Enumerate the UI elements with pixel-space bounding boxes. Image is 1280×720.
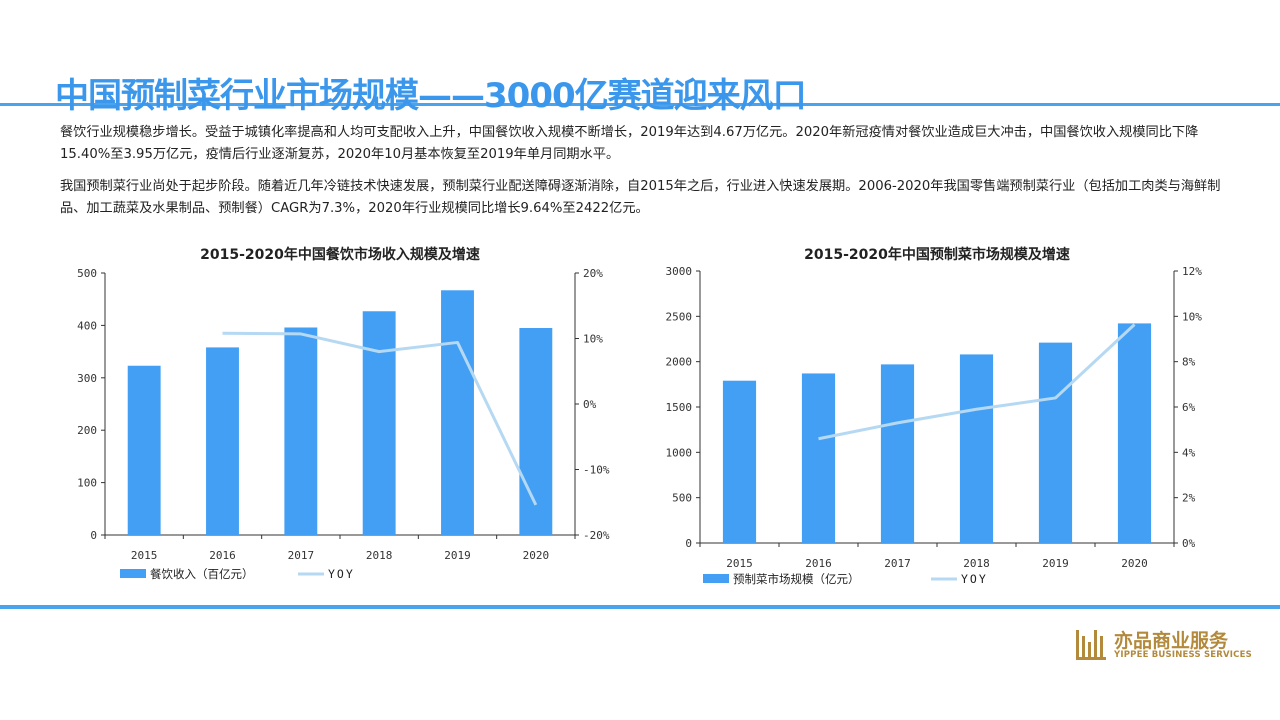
y-tick-label-left: 1000	[666, 446, 693, 459]
y-tick-label-right: -20%	[583, 529, 610, 542]
x-tick-label: 2020	[1121, 557, 1148, 570]
x-tick-label: 2016	[209, 549, 236, 562]
chart-title: 2015-2020年中国餐饮市场收入规模及增速	[200, 246, 480, 263]
chart-restaurant-revenue: 2015-2020年中国餐饮市场收入规模及增速 0 100 200 300 400 500 -…	[77, 246, 610, 581]
y-tick-label-right: 6%	[1182, 401, 1196, 414]
chart-title: 2015-2020年中国预制菜市场规模及增速	[804, 246, 1070, 263]
paragraph-restaurant-revenue: 餐饮行业规模稳步增长。受益于城镇化率提高和人均可支配收入上升，中国餐饮收入规模不…	[60, 125, 1199, 162]
chart-prepared-food-market: 2015-2020年中国预制菜市场规模及增速 0 500 1000 1500 2000 25…	[666, 246, 1203, 586]
y-tick-label-right: 2%	[1182, 492, 1196, 505]
bar	[722, 380, 757, 543]
bar	[284, 327, 318, 535]
x-tick-label: 2018	[366, 549, 393, 562]
footer-divider	[0, 605, 1280, 609]
bar	[519, 328, 553, 535]
title-underline	[0, 103, 1280, 106]
legend-label-bar: 餐饮收入（百亿元）	[150, 567, 254, 581]
logo-english-name: YIPPEE BUSINESS SERVICES	[1114, 650, 1252, 660]
x-tick-label: 2017	[288, 549, 315, 562]
paragraph-prepared-food: 我国预制菜行业尚处于起步阶段。随着近几年冷链技术快速发展，预制菜行业配送障碍逐渐…	[60, 179, 1221, 216]
bar	[441, 290, 474, 535]
y-tick-label-left: 2500	[666, 310, 693, 323]
y-tick-label-right: 12%	[1182, 265, 1202, 278]
series-line-yoy	[818, 323, 1136, 441]
company-logo: 亦品商业服务 YIPPEE BUSINESS SERVICES	[1074, 628, 1252, 664]
x-tick-label: 2019	[1042, 557, 1069, 570]
y-tick-label-left: 2000	[666, 356, 693, 369]
x-tick-label: 2015	[131, 549, 158, 562]
legend-swatch-bar	[120, 569, 146, 578]
x-tick-label: 2016	[805, 557, 832, 570]
y-tick-label-left: 300	[77, 372, 97, 385]
bar	[1038, 342, 1073, 543]
y-tick-label-left: 500	[672, 492, 692, 505]
logo-chinese-name: 亦品商业服务	[1114, 630, 1229, 652]
y-tick-label-left: 1500	[666, 401, 693, 414]
legend-swatch-bar	[703, 574, 729, 583]
y-tick-label-left: 0	[685, 537, 692, 550]
bar	[127, 365, 161, 535]
y-tick-label-right: 10%	[583, 333, 603, 346]
logo-mark-icon	[1076, 630, 1106, 660]
bar	[880, 364, 915, 543]
series-line-yoy	[222, 331, 538, 506]
bar	[1117, 323, 1152, 543]
x-tick-label: 2018	[963, 557, 990, 570]
y-tick-label-right: -10%	[583, 464, 610, 477]
x-tick-label: 2020	[523, 549, 550, 562]
y-tick-label-right: 4%	[1182, 446, 1196, 459]
x-tick-label: 2017	[884, 557, 911, 570]
y-tick-label-right: 0%	[583, 398, 597, 411]
legend-label-bar: 预制菜市场规模（亿元）	[733, 572, 860, 586]
legend-label-line: YOY	[961, 572, 988, 586]
y-tick-label-right: 20%	[583, 267, 603, 280]
page-title: 中国预制菜行业市场规模——3000亿赛道迎来风口	[55, 76, 807, 116]
y-tick-label-left: 500	[77, 267, 97, 280]
x-tick-label: 2019	[444, 549, 471, 562]
bar	[801, 373, 836, 543]
bar	[206, 347, 239, 535]
bar	[362, 311, 396, 535]
legend-label-line: YOY	[328, 567, 355, 581]
y-tick-label-left: 100	[77, 477, 97, 490]
y-tick-label-right: 10%	[1182, 310, 1202, 323]
y-tick-label-left: 3000	[666, 265, 693, 278]
x-tick-label: 2015	[726, 557, 753, 570]
y-tick-label-right: 0%	[1182, 537, 1196, 550]
y-tick-label-right: 8%	[1182, 356, 1196, 369]
y-tick-label-left: 0	[90, 529, 97, 542]
bar	[959, 354, 994, 543]
y-tick-label-left: 400	[77, 319, 97, 332]
y-tick-label-left: 200	[77, 424, 97, 437]
